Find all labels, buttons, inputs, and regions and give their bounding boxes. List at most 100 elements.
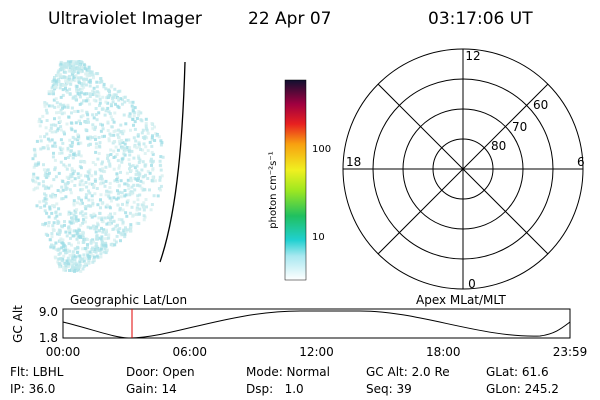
pixel: [116, 148, 120, 152]
pixel: [75, 208, 79, 212]
pixel: [71, 73, 75, 77]
pixel: [69, 173, 73, 177]
pixel: [65, 234, 69, 238]
pixel: [119, 233, 123, 237]
pixel: [45, 132, 49, 136]
pixel: [44, 108, 48, 112]
pixel: [108, 222, 112, 226]
pixel: [81, 234, 85, 238]
pixel: [87, 74, 91, 78]
pixel: [72, 64, 76, 68]
pixel: [81, 114, 85, 118]
pixel: [120, 102, 124, 106]
pixel: [89, 213, 93, 217]
pixel: [51, 104, 55, 108]
pixel: [75, 89, 79, 93]
pixel: [101, 135, 105, 139]
pixel: [37, 182, 41, 186]
pixel: [67, 228, 71, 232]
mlt-label: 6: [577, 155, 585, 169]
pixel: [155, 134, 159, 138]
pixel: [106, 106, 110, 110]
pixel: [146, 169, 150, 173]
pixel: [158, 188, 162, 192]
strip-y-tick: 1.8: [39, 331, 58, 345]
pixel: [79, 159, 83, 163]
pixel: [142, 208, 146, 212]
date: 22 Apr 07: [248, 9, 331, 29]
pixel: [70, 179, 74, 183]
pixel: [77, 196, 81, 200]
pixel: [75, 263, 78, 267]
pixel: [112, 156, 116, 159]
pixel: [100, 226, 103, 230]
pixel: [64, 267, 68, 271]
pixel: [117, 217, 121, 221]
pixel: [100, 237, 103, 241]
pixel: [64, 185, 68, 189]
pixel: [64, 248, 68, 252]
pixel: [97, 94, 101, 98]
pixel: [118, 89, 122, 93]
pixel: [91, 182, 94, 186]
pixel: [89, 142, 92, 146]
pixel: [50, 86, 54, 90]
pixel: [104, 250, 108, 254]
pixel: [119, 97, 123, 101]
pixel: [49, 194, 52, 198]
pixel: [55, 83, 59, 86]
pixel: [73, 184, 77, 187]
pixel: [92, 98, 96, 102]
pixel: [116, 90, 120, 94]
pixel: [53, 76, 57, 80]
pixel: [124, 230, 128, 234]
pixel: [120, 139, 124, 142]
pixel: [79, 166, 83, 170]
pixel: [70, 106, 74, 110]
pixel: [92, 183, 96, 187]
pixel: [104, 232, 108, 236]
pixel: [104, 100, 108, 104]
pixel: [153, 179, 157, 183]
pixel: [143, 163, 147, 167]
pixel: [116, 97, 120, 101]
pixel: [58, 151, 62, 155]
pixel: [35, 139, 39, 143]
pixel: [99, 252, 103, 256]
pixel: [78, 63, 81, 67]
pixel: [98, 141, 102, 145]
pixel: [90, 215, 94, 219]
pixel: [45, 197, 49, 201]
pixel: [132, 114, 136, 118]
pixel: [81, 247, 85, 251]
pixel: [83, 67, 87, 71]
pixel: [69, 262, 73, 266]
pixel: [88, 182, 92, 186]
pixel: [65, 175, 69, 179]
pixel: [113, 87, 117, 91]
pixel: [84, 207, 88, 211]
pixel: [133, 166, 137, 170]
pixel: [144, 145, 148, 149]
pixel: [69, 66, 72, 70]
pixel: [53, 166, 57, 170]
strip-x-tick: 23:59: [553, 345, 588, 359]
pixel: [137, 112, 141, 116]
pixel: [79, 141, 83, 145]
pixel: [149, 208, 153, 212]
status-field: Door: Open: [126, 365, 195, 379]
pixel: [112, 130, 116, 133]
pixel: [79, 211, 82, 215]
pixel: [125, 203, 129, 207]
pixel: [68, 93, 72, 96]
pixel: [52, 82, 56, 86]
pixel: [79, 76, 83, 80]
pixel: [75, 232, 79, 236]
pixel: [52, 92, 55, 96]
strip-title: Apex MLat/MLT: [416, 293, 506, 307]
pixel: [150, 127, 154, 131]
pixel: [45, 119, 49, 122]
pixel: [159, 184, 163, 188]
pixel: [80, 109, 84, 113]
pixel: [69, 79, 73, 83]
